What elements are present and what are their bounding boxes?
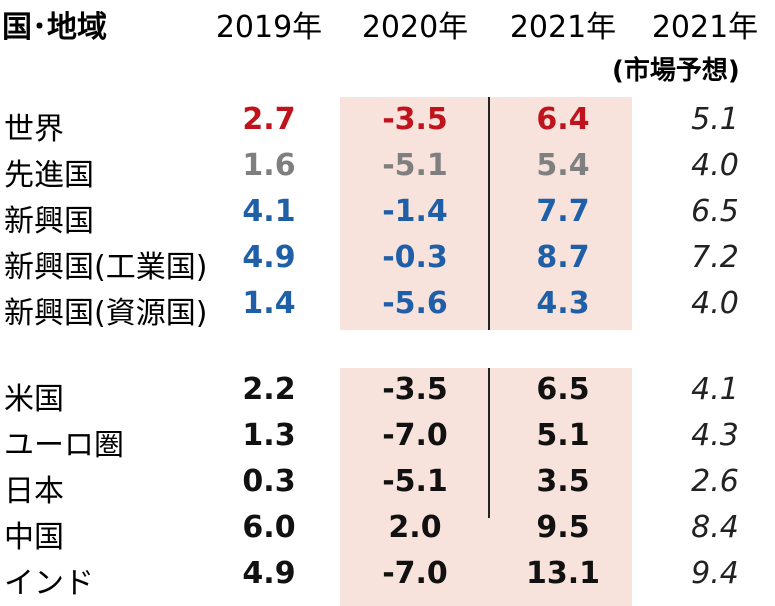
value-2021: 9.5 xyxy=(536,510,590,545)
value-2021-forecast: 6.5 xyxy=(691,194,739,229)
row-label: 中国 xyxy=(4,520,64,555)
table-row: 新興国(資源国) 1.4 -5.6 4.3 4.0 xyxy=(0,284,775,331)
highlight-band-group2 xyxy=(340,368,632,606)
table-row: インド 4.9 -7.0 13.1 9.4 xyxy=(0,554,775,601)
value-2020: -7.0 xyxy=(382,418,448,453)
value-2021: 6.4 xyxy=(536,102,590,137)
value-2021: 7.7 xyxy=(536,194,590,229)
table-row: 先進国 1.6 -5.1 5.4 4.0 xyxy=(0,146,775,193)
value-2020: -3.5 xyxy=(382,372,448,407)
table-row: ユーロ圏 1.3 -7.0 5.1 4.3 xyxy=(0,416,775,463)
value-2019: 0.3 xyxy=(242,464,296,499)
table-row: 世界 2.7 -3.5 6.4 5.1 xyxy=(0,100,775,147)
column-header-2020: 2020年 xyxy=(361,10,469,45)
value-2021: 13.1 xyxy=(525,556,601,591)
row-label: 新興国(工業国) xyxy=(4,250,208,285)
table-row: 米国 2.2 -3.5 6.5 4.1 xyxy=(0,370,775,417)
row-label: 日本 xyxy=(4,474,64,509)
column-header-2021: 2021年 xyxy=(509,10,617,45)
separator-line-group1 xyxy=(488,97,490,330)
row-label: 新興国(資源国) xyxy=(4,296,208,331)
value-2019: 1.3 xyxy=(242,418,296,453)
forecast-note: (市場予想) xyxy=(612,56,740,86)
table-row: 新興国 4.1 -1.4 7.7 6.5 xyxy=(0,192,775,239)
value-2021: 5.1 xyxy=(536,418,590,453)
column-header-region: 国･地域 xyxy=(2,10,107,45)
separator-line-group2 xyxy=(488,368,490,518)
table-row: 新興国(工業国) 4.9 -0.3 8.7 7.2 xyxy=(0,238,775,285)
value-2019: 1.6 xyxy=(242,148,296,183)
row-label: 世界 xyxy=(4,112,64,147)
value-2021-forecast: 9.4 xyxy=(691,556,739,591)
value-2021: 6.5 xyxy=(536,372,590,407)
value-2021: 8.7 xyxy=(536,240,590,275)
value-2021-forecast: 4.1 xyxy=(691,372,739,407)
value-2021-forecast: 5.1 xyxy=(691,102,739,137)
table-row: 日本 0.3 -5.1 3.5 2.6 xyxy=(0,462,775,509)
value-2019: 1.4 xyxy=(242,286,296,321)
column-header-2019: 2019年 xyxy=(215,10,323,45)
value-2020: -3.5 xyxy=(382,102,448,137)
value-2021-forecast: 8.4 xyxy=(691,510,739,545)
value-2020: -7.0 xyxy=(382,556,448,591)
value-2020: -5.1 xyxy=(382,464,448,499)
value-2020: -1.4 xyxy=(382,194,448,229)
value-2020: -0.3 xyxy=(382,240,448,275)
row-label: インド xyxy=(4,566,94,601)
highlight-band-group1 xyxy=(340,97,632,330)
value-2021-forecast: 2.6 xyxy=(691,464,739,499)
value-2019: 2.7 xyxy=(242,102,296,137)
column-header-2021-forecast: 2021年 xyxy=(651,10,759,45)
value-2021-forecast: 4.0 xyxy=(691,148,739,183)
value-2019: 4.1 xyxy=(242,194,296,229)
value-2021: 5.4 xyxy=(536,148,590,183)
row-label: ユーロ圏 xyxy=(4,428,124,463)
value-2021-forecast: 4.3 xyxy=(691,418,739,453)
value-2021-forecast: 4.0 xyxy=(691,286,739,321)
value-2021: 3.5 xyxy=(536,464,590,499)
value-2019: 6.0 xyxy=(242,510,296,545)
value-2020: -5.1 xyxy=(382,148,448,183)
value-2021-forecast: 7.2 xyxy=(691,240,739,275)
row-label: 米国 xyxy=(4,382,64,417)
row-label: 新興国 xyxy=(4,204,94,239)
table-row: 中国 6.0 2.0 9.5 8.4 xyxy=(0,508,775,555)
row-label: 先進国 xyxy=(4,158,94,193)
value-2019: 2.2 xyxy=(242,372,296,407)
value-2019: 4.9 xyxy=(242,556,296,591)
value-2020: -5.6 xyxy=(382,286,448,321)
value-2019: 4.9 xyxy=(242,240,296,275)
value-2020: 2.0 xyxy=(388,510,442,545)
value-2021: 4.3 xyxy=(536,286,590,321)
